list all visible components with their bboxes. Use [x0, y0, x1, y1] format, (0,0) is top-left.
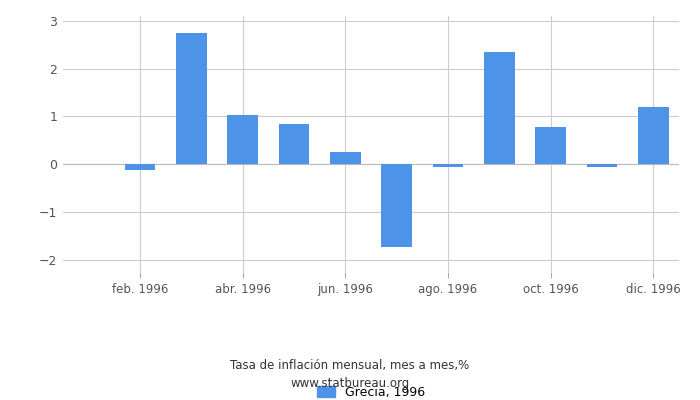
Bar: [638, 107, 668, 164]
Bar: [484, 52, 514, 164]
Bar: [536, 127, 566, 164]
Bar: [228, 115, 258, 164]
Bar: [433, 164, 463, 167]
Bar: [330, 152, 360, 164]
Legend: Grecia, 1996: Grecia, 1996: [316, 386, 426, 399]
Text: Tasa de inflación mensual, mes a mes,%: Tasa de inflación mensual, mes a mes,%: [230, 360, 470, 372]
Bar: [279, 124, 309, 164]
Bar: [382, 164, 412, 247]
Text: www.statbureau.org: www.statbureau.org: [290, 378, 410, 390]
Bar: [587, 164, 617, 167]
Bar: [125, 164, 155, 170]
Bar: [176, 33, 206, 164]
